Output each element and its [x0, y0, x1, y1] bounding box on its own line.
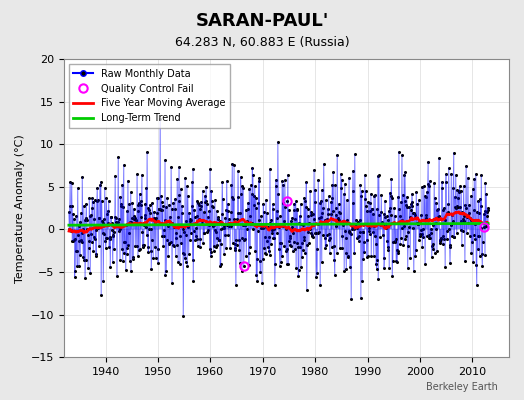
Text: Berkeley Earth: Berkeley Earth [426, 382, 498, 392]
Text: SARAN-PAUL': SARAN-PAUL' [195, 12, 329, 30]
Y-axis label: Temperature Anomaly (°C): Temperature Anomaly (°C) [15, 134, 25, 282]
Text: 64.283 N, 60.883 E (Russia): 64.283 N, 60.883 E (Russia) [174, 36, 350, 49]
Legend: Raw Monthly Data, Quality Control Fail, Five Year Moving Average, Long-Term Tren: Raw Monthly Data, Quality Control Fail, … [69, 64, 230, 128]
